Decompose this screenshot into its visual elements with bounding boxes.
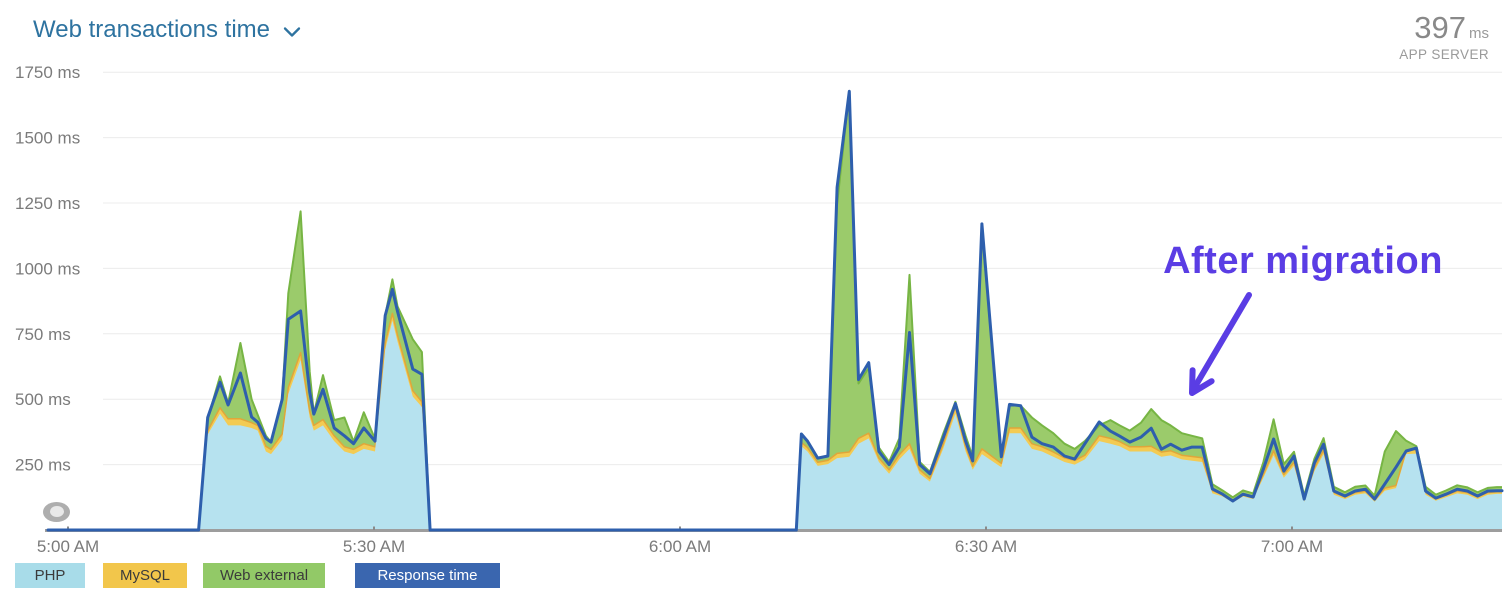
y-axis-label: 500 ms [15,390,71,409]
legend-item-mysql[interactable]: MySQL [103,563,187,588]
current-value-unit: ms [1469,25,1489,42]
annotation-arrow-icon [1189,292,1252,396]
current-value-block: 397 ms APP SERVER [1399,10,1489,62]
x-axis-label: 7:00 AM [1261,537,1323,556]
x-axis-label: 5:30 AM [343,537,405,556]
page-title: Web transactions time [33,16,270,43]
event-marker-icon [43,502,70,522]
y-axis-label: 1250 ms [15,194,80,213]
x-axis-label: 6:30 AM [955,537,1017,556]
web-external-edge [197,210,432,531]
y-axis-label: 250 ms [15,456,71,475]
scope-label: APP SERVER [1399,46,1489,62]
chart-plot: 1750 ms 1500 ms 1250 ms 1000 ms 750 ms 500 ms… [15,63,1504,556]
legend-item-web-external[interactable]: Web external [203,563,325,588]
current-value: 397 [1414,10,1466,45]
annotation-text: After migration [1163,240,1443,282]
legend: PHP MySQL Web external Response time [15,563,500,588]
chevron-down-icon [283,27,301,37]
x-axis-label: 5:00 AM [37,537,99,556]
y-axis-label: 750 ms [15,325,71,344]
web-external-edge [795,90,1502,531]
php-area [198,320,431,530]
y-axis-label: 1500 ms [15,129,80,148]
chart-title-dropdown[interactable]: Web transactions time [33,16,301,44]
legend-item-php[interactable]: PHP [15,563,85,588]
y-axis-label: 1000 ms [15,259,80,278]
event-marker-inner [50,506,64,517]
response-time-line [46,89,1504,532]
y-axis-label: 1750 ms [15,63,80,82]
mysql-edge [795,406,1502,531]
php-area [796,413,1502,530]
mysql-edge [197,312,431,531]
x-axis-label: 6:00 AM [649,537,711,556]
legend-item-response-time[interactable]: Response time [355,563,500,588]
